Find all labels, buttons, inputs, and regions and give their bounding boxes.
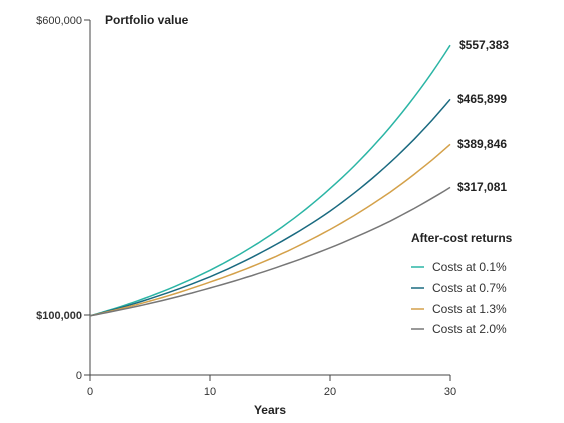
end-value-label: $557,383 bbox=[459, 38, 509, 52]
end-value-label: $465,899 bbox=[457, 92, 507, 106]
x-tick-label: 0 bbox=[87, 386, 93, 398]
y-tick-label: $100,000 bbox=[36, 310, 82, 322]
legend-label: Costs at 1.3% bbox=[432, 302, 507, 316]
legend-label: Costs at 0.7% bbox=[432, 281, 507, 295]
x-tick-label: 20 bbox=[324, 386, 336, 398]
legend-title: After-cost returns bbox=[411, 231, 513, 245]
legend-label: Costs at 2.0% bbox=[432, 322, 507, 336]
series-line-cost-1-3 bbox=[89, 143, 451, 317]
legend: After-cost returns Costs at 0.1% Costs a… bbox=[411, 231, 513, 336]
end-value-label: $389,846 bbox=[457, 137, 507, 151]
x-tick-label: 10 bbox=[204, 386, 216, 398]
y-tick-label: 0 bbox=[76, 370, 82, 382]
end-value-label: $317,081 bbox=[457, 180, 507, 194]
x-tick-label: 30 bbox=[444, 386, 456, 398]
series-line-cost-0-1 bbox=[89, 44, 451, 317]
series-line-cost-0-7 bbox=[89, 98, 451, 317]
legend-label: Costs at 0.1% bbox=[432, 260, 507, 274]
y-tick-label: $600,000 bbox=[36, 15, 82, 27]
series-line-cost-2-0 bbox=[89, 186, 451, 317]
chart-title: Portfolio value bbox=[105, 13, 189, 27]
x-axis-title: Years bbox=[254, 403, 286, 417]
